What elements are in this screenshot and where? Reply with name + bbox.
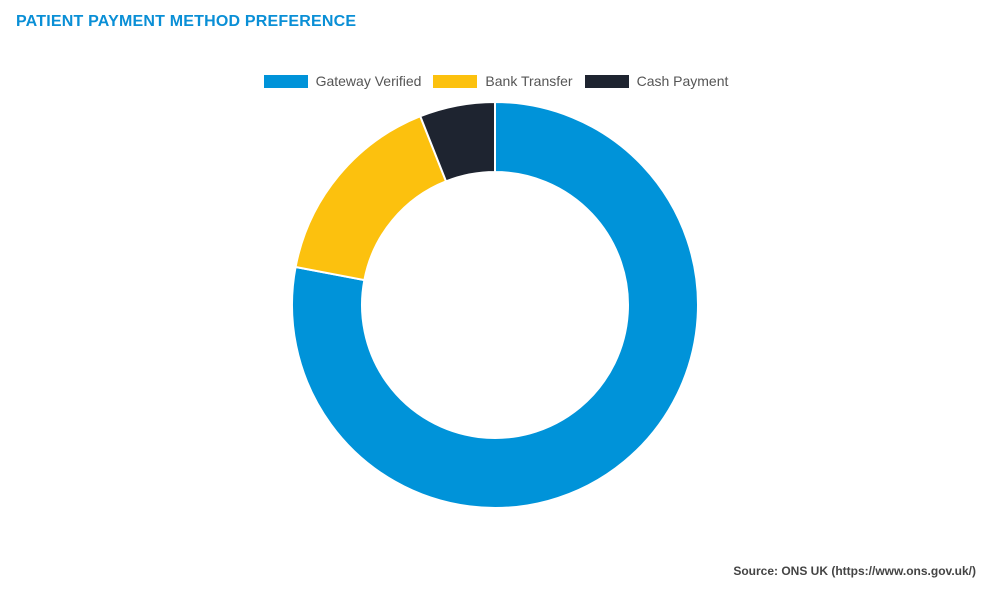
- slice-bank-transfer[interactable]: [294, 114, 448, 282]
- slice-cash-payment[interactable]: [418, 100, 496, 183]
- legend-label: Cash Payment: [636, 73, 729, 89]
- legend-item-bank-transfer[interactable]: Bank Transfer: [433, 73, 573, 89]
- slice-gateway-verified[interactable]: [291, 100, 699, 509]
- legend-swatch: [433, 74, 478, 88]
- chart-title: PATIENT PAYMENT METHOD PREFERENCE: [16, 13, 357, 30]
- legend-swatch: [584, 74, 629, 88]
- legend-item-cash-payment[interactable]: Cash Payment: [584, 73, 729, 89]
- legend-item-gateway-verified[interactable]: Gateway Verified: [263, 73, 422, 89]
- chart-legend: Gateway Verified Bank Transfer Cash Paymen…: [0, 73, 992, 89]
- legend-label: Gateway Verified: [315, 73, 422, 89]
- source-note: Source: ONS UK (https://www.ons.gov.uk/): [733, 564, 976, 578]
- legend-swatch: [263, 74, 308, 88]
- legend-label: Bank Transfer: [485, 73, 573, 89]
